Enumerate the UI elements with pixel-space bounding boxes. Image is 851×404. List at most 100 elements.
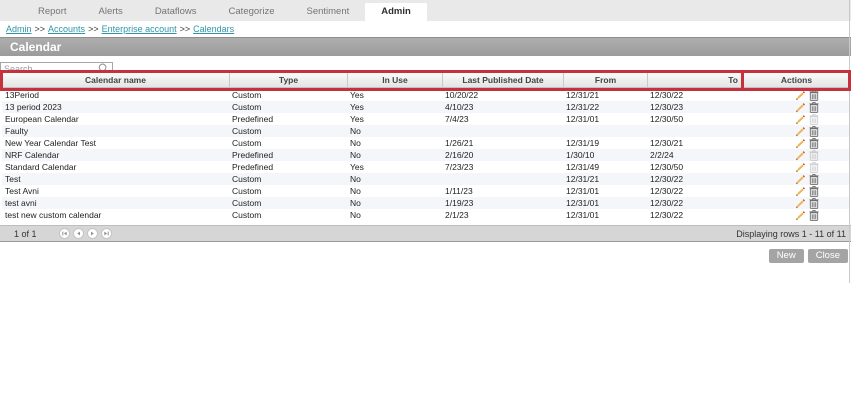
cell-actions [743, 161, 849, 173]
cell-last-published: 10/20/22 [445, 90, 479, 100]
cell-type: Custom [232, 126, 262, 136]
cell-name: Standard Calendar [5, 162, 77, 172]
pencil-icon[interactable] [795, 138, 806, 149]
cell-in-use: No [350, 210, 361, 220]
page-title: Calendar [10, 40, 62, 54]
cell-from: 12/31/21 [566, 174, 600, 184]
trash-icon[interactable] [809, 161, 819, 173]
column-header-in-use[interactable]: In Use [347, 73, 442, 87]
table-row[interactable]: European Calendar Predefined Yes 7/4/23 12/3… [2, 113, 849, 125]
column-header-actions[interactable]: Actions [743, 73, 849, 87]
cell-type: Custom [232, 102, 262, 112]
previous-page-button[interactable] [72, 228, 84, 239]
cell-name: test avni [5, 198, 37, 208]
cell-to: 2/2/24 [650, 150, 674, 160]
cell-actions [743, 173, 849, 185]
trash-icon[interactable] [809, 137, 819, 149]
pencil-icon[interactable] [795, 114, 806, 125]
table-row[interactable]: test new custom calendar Custom No 2/1/23 12… [2, 209, 849, 221]
cell-to: 12/30/22 [650, 174, 684, 184]
trash-icon[interactable] [809, 173, 819, 185]
tab-categorize[interactable]: Categorize [228, 6, 275, 17]
breadcrumb-link-admin[interactable]: Admin [6, 24, 32, 34]
cell-from: 1/30/10 [566, 150, 595, 160]
cell-to [647, 125, 743, 137]
row-count-info: Displaying rows 1 - 11 of 11 [736, 228, 846, 239]
trash-icon[interactable] [809, 101, 819, 113]
cell-name: Test Avni [5, 186, 39, 196]
cell-to: 12/30/21 [650, 138, 684, 148]
pencil-icon[interactable] [795, 126, 806, 137]
cell-type: Custom [232, 210, 262, 220]
trash-icon[interactable] [809, 209, 819, 221]
trash-icon[interactable] [809, 89, 819, 101]
table-row[interactable]: 13Period Custom Yes 10/20/22 12/31/21 12/30/2… [2, 89, 849, 101]
tab-dataflows[interactable]: Dataflows [154, 6, 197, 17]
cell-type: Custom [232, 198, 262, 208]
tab-sentiment[interactable]: Sentiment [306, 6, 350, 17]
cell-name: 13 period 2023 [5, 102, 62, 112]
cell-name: European Calendar [5, 114, 79, 124]
column-header-to[interactable]: To [647, 73, 743, 87]
tab-report[interactable]: Report [38, 6, 67, 17]
table-row[interactable]: test avni Custom No 1/19/23 12/31/01 12/30/22 [2, 197, 849, 209]
breadcrumb: Admin >> Accounts >> Enterprise account >> Cal… [6, 24, 234, 34]
table-row[interactable]: 13 period 2023 Custom Yes 4/10/23 12/31/22 12… [2, 101, 849, 113]
cell-from: 12/31/22 [566, 102, 600, 112]
new-button[interactable]: New [768, 249, 804, 263]
table-row[interactable]: NRF Calendar Predefined No 2/16/20 1/30/10 2/… [2, 149, 849, 161]
column-header-from[interactable]: From [563, 73, 647, 87]
trash-icon[interactable] [809, 125, 819, 137]
pencil-icon[interactable] [795, 162, 806, 173]
pencil-icon[interactable] [795, 102, 806, 113]
next-page-button[interactable] [86, 228, 98, 239]
column-header-last-published-date[interactable]: Last Published Date [442, 73, 563, 87]
table-row[interactable]: New Year Calendar Test Custom No 1/26/21 12/… [2, 137, 849, 149]
first-page-button[interactable] [58, 228, 70, 239]
cell-actions [743, 137, 849, 149]
trash-icon[interactable] [809, 149, 819, 161]
breadcrumb-link-enterprise-account[interactable]: Enterprise account [101, 24, 177, 34]
pencil-icon[interactable] [795, 198, 806, 209]
cell-to: 12/30/22 [650, 210, 684, 220]
cell-last-published: 2/1/23 [445, 210, 469, 220]
pencil-icon[interactable] [795, 186, 806, 197]
table-row[interactable]: Faulty Custom No [2, 125, 849, 137]
cell-type: Predefined [232, 162, 274, 172]
trash-icon[interactable] [809, 113, 819, 125]
footer-buttons: New Close [768, 249, 848, 263]
tab-alerts[interactable]: Alerts [98, 6, 123, 17]
trash-icon[interactable] [809, 185, 819, 197]
cell-to: 12/30/22 [650, 90, 684, 100]
pencil-icon[interactable] [795, 210, 806, 221]
pencil-icon[interactable] [795, 90, 806, 101]
cell-type: Custom [232, 90, 262, 100]
table-row[interactable]: Test Custom No 12/31/21 12/30/22 [2, 173, 849, 185]
cell-actions [743, 125, 849, 137]
table-row[interactable]: Test Avni Custom No 1/11/23 12/31/01 12/30/22 [2, 185, 849, 197]
pager-buttons [58, 228, 112, 239]
cell-in-use: Yes [350, 114, 364, 124]
breadcrumb-link-accounts[interactable]: Accounts [48, 24, 86, 34]
cell-last-published: 4/10/23 [445, 102, 474, 112]
cell-last-published: 1/19/23 [445, 198, 474, 208]
close-button[interactable]: Close [807, 249, 848, 263]
cell-from: 12/31/49 [566, 162, 600, 172]
table-row[interactable]: Standard Calendar Predefined Yes 7/23/23 12/… [2, 161, 849, 173]
cell-in-use: Yes [350, 162, 364, 172]
cell-from: 12/31/01 [566, 186, 600, 196]
cell-from: 12/31/01 [566, 114, 600, 124]
last-page-button[interactable] [100, 228, 112, 239]
breadcrumb-link-calendars[interactable]: Calendars [193, 24, 235, 34]
pencil-icon[interactable] [795, 174, 806, 185]
search-box [0, 59, 113, 77]
cell-to: 12/30/22 [650, 186, 684, 196]
tab-admin[interactable]: Admin [365, 3, 427, 21]
column-header-calendar-name[interactable]: Calendar name [85, 75, 146, 85]
cell-type: Predefined [232, 150, 274, 160]
pencil-icon[interactable] [795, 150, 806, 161]
trash-icon[interactable] [809, 197, 819, 209]
table-header: Calendar name Type In Use Last Published… [2, 73, 849, 88]
column-header-type[interactable]: Type [229, 73, 347, 87]
